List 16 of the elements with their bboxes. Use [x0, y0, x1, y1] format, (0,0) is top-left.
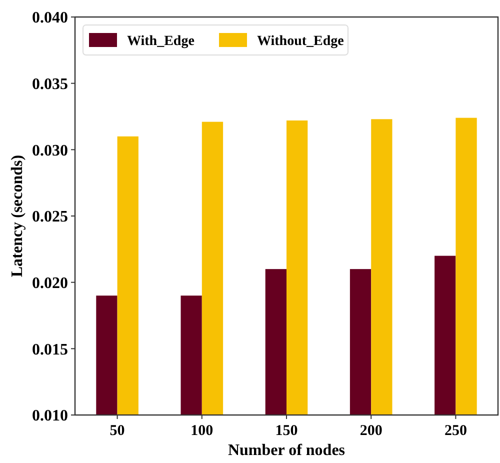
legend-label: With_Edge	[127, 34, 194, 49]
legend-label: Without_Edge	[257, 34, 344, 49]
x-axis-title: Number of nodes	[228, 442, 346, 459]
y-tick-label: 0.010	[32, 408, 68, 425]
y-tick-label: 0.015	[32, 341, 68, 358]
y-tick-label: 0.030	[32, 142, 68, 160]
y-tick-label: 0.020	[32, 274, 68, 292]
x-tick-label: 150	[275, 423, 298, 439]
y-tick-label: 0.040	[32, 10, 68, 27]
x-tick-label: 100	[190, 423, 214, 439]
x-tick-label: 250	[444, 423, 467, 439]
x-tick-label: 50	[110, 423, 125, 439]
y-tick-label: 0.035	[32, 76, 68, 93]
y-axis-title: Latency (seconds)	[9, 154, 26, 278]
y-tick-label: 0.025	[32, 208, 68, 226]
x-tick-label: 200	[360, 423, 382, 439]
